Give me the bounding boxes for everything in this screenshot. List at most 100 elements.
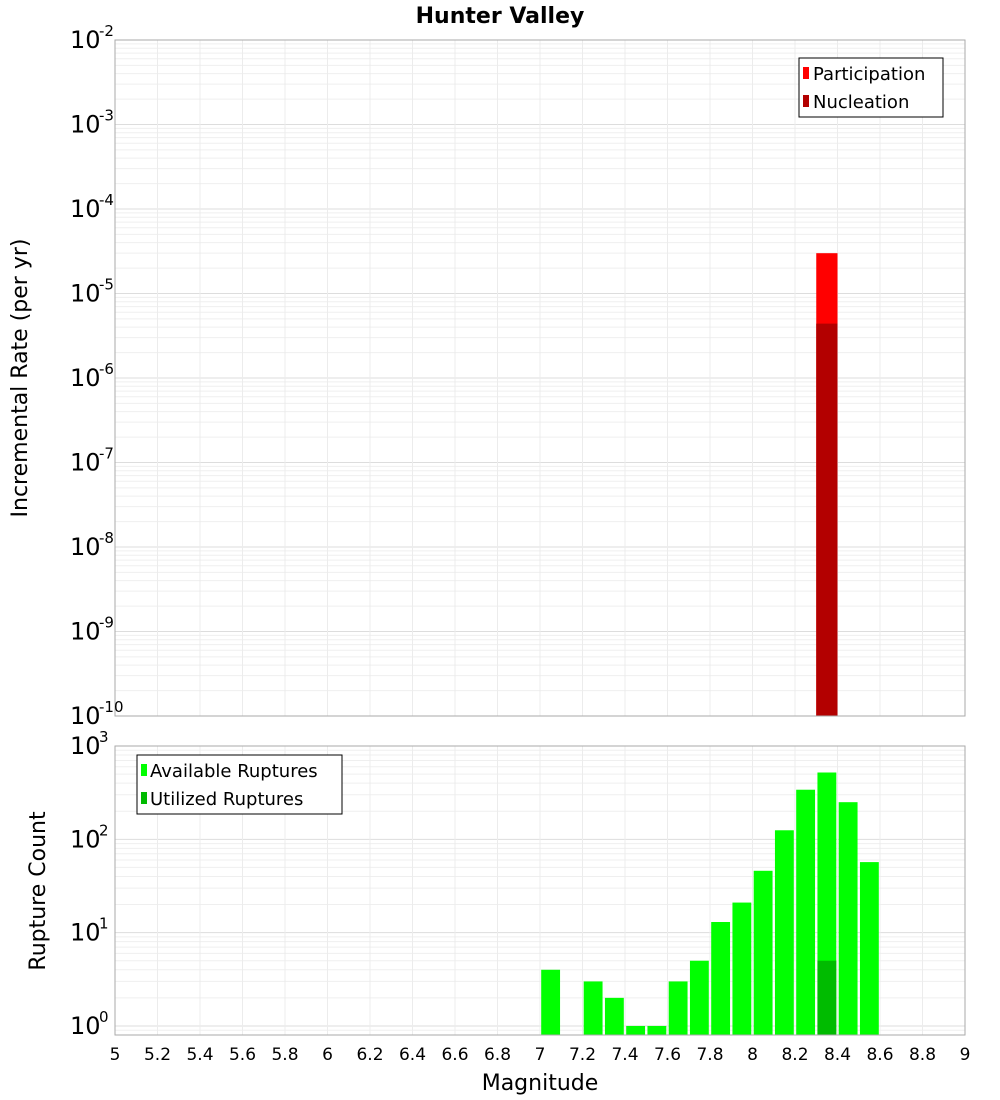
bottom-y-tick-exponent: 2 (99, 821, 109, 839)
bar-available-ruptures (732, 902, 752, 1035)
top-y-tick-exponent: -9 (99, 614, 114, 632)
bottom-y-tick-base: 10 (70, 732, 101, 760)
bar-available-ruptures (774, 830, 794, 1035)
top-y-tick-base: 10 (70, 533, 101, 561)
top-y-tick: 10-8 (70, 529, 114, 561)
top-y-tick-exponent: -10 (99, 698, 124, 716)
bar-available-ruptures (753, 870, 773, 1035)
top-legend-box (798, 57, 944, 118)
bottom-y-tick: 101 (70, 915, 109, 947)
bar-available-ruptures (541, 969, 561, 1035)
bottom-y-tick-exponent: 1 (99, 915, 109, 933)
top-y-tick-exponent: -2 (99, 22, 114, 40)
top-y-tick-base: 10 (70, 111, 101, 139)
top-y-tick: 10-9 (70, 614, 114, 646)
top-y-tick: 10-5 (70, 276, 114, 308)
top-y-tick-exponent: -7 (99, 445, 114, 463)
bar-available-ruptures (583, 981, 603, 1035)
top-y-tick-base: 10 (70, 702, 101, 730)
bar-available-ruptures (626, 1025, 646, 1035)
bar-nucleation (816, 323, 838, 716)
top-y-tick: 10-6 (70, 360, 114, 392)
bar-available-ruptures (711, 922, 731, 1035)
x-tick-label: 7 (535, 1045, 546, 1065)
legend-label-participation: Participation (813, 64, 925, 85)
bottom-y-tick: 102 (70, 821, 109, 853)
top-y-tick-base: 10 (70, 364, 101, 392)
top-legend: Participation Nucleation (798, 57, 944, 118)
bar-available-ruptures (859, 862, 879, 1035)
legend-swatch-participation (803, 67, 809, 79)
x-tick-label: 5.4 (186, 1045, 213, 1065)
top-y-tick-labels: 10-210-310-410-510-610-710-810-910-10 (70, 22, 124, 730)
top-y-tick-exponent: -8 (99, 529, 114, 547)
x-tick-label: 6 (322, 1045, 333, 1065)
x-tick-label: 8.8 (909, 1045, 936, 1065)
legend-swatch-available (141, 764, 147, 776)
top-plot-border (114, 39, 966, 717)
bottom-y-axis-label: Rupture Count (26, 811, 51, 971)
top-y-tick: 10-2 (70, 22, 114, 54)
bottom-y-tick-base: 10 (70, 825, 101, 853)
top-y-tick-exponent: -3 (99, 107, 114, 125)
top-y-tick-exponent: -5 (99, 276, 114, 294)
bar-available-ruptures (796, 789, 816, 1035)
x-tick-label: 6.2 (356, 1045, 383, 1065)
top-y-tick: 10-4 (70, 191, 114, 223)
bar-available-ruptures (668, 981, 688, 1035)
x-tick-label: 6.8 (484, 1045, 511, 1065)
x-tick-label: 9 (960, 1045, 971, 1065)
top-y-tick-base: 10 (70, 195, 101, 223)
x-tick-label: 8.4 (824, 1045, 851, 1065)
top-y-tick-base: 10 (70, 280, 101, 308)
bottom-legend-box (136, 754, 343, 815)
x-tick-label: 8.6 (866, 1045, 893, 1065)
bottom-y-tick-base: 10 (70, 919, 101, 947)
top-y-tick: 10-7 (70, 445, 114, 477)
top-y-tick-exponent: -4 (99, 191, 114, 209)
x-tick-label: 5.6 (229, 1045, 256, 1065)
x-tick-label: 7.4 (611, 1045, 638, 1065)
bottom-y-tick-exponent: 3 (99, 728, 109, 746)
x-tick-label: 8 (747, 1045, 758, 1065)
chart-title: Hunter Valley (416, 4, 585, 29)
legend-label-nucleation: Nucleation (813, 92, 909, 113)
top-y-tick: 10-3 (70, 107, 114, 139)
bottom-y-tick-exponent: 0 (99, 1008, 109, 1026)
legend-label-utilized: Utilized Ruptures (150, 789, 303, 810)
legend-swatch-nucleation (803, 95, 809, 107)
bar-available-ruptures (604, 997, 624, 1035)
top-panel: 10-210-310-410-510-610-710-810-910-10 In… (8, 22, 966, 730)
x-tick-label: 6.4 (399, 1045, 426, 1065)
bar-available-ruptures (838, 802, 858, 1035)
x-axis-label: Magnitude (482, 1071, 599, 1096)
bottom-y-tick: 103 (70, 728, 109, 760)
x-tick-label: 5 (110, 1045, 121, 1065)
top-y-tick-base: 10 (70, 618, 101, 646)
top-bars (816, 253, 838, 716)
bottom-bars (541, 772, 879, 1035)
x-tick-label: 7.2 (569, 1045, 596, 1065)
top-y-tick-base: 10 (70, 449, 101, 477)
top-y-tick-base: 10 (70, 26, 101, 54)
x-tick-label: 7.8 (696, 1045, 723, 1065)
x-tick-labels: 5 5.2 5.4 5.6 5.8 6 6.2 6.4 6.6 6.8 7 7.2 7.4 7.6 7.8 8… (110, 1045, 971, 1065)
top-y-axis-label: Incremental Rate (per yr) (8, 239, 33, 518)
x-tick-label: 7.6 (654, 1045, 681, 1065)
top-y-tick-exponent: -6 (99, 360, 114, 378)
bar-available-ruptures (689, 960, 709, 1035)
top-y-tick: 10-10 (70, 698, 124, 730)
x-tick-label: 8.2 (781, 1045, 808, 1065)
bottom-y-tick-base: 10 (70, 1012, 101, 1040)
bottom-legend: Available Ruptures Utilized Ruptures (136, 754, 343, 815)
bar-utilized-ruptures (817, 960, 837, 1035)
bottom-plot-border (114, 745, 966, 1036)
bottom-y-tick: 100 (70, 1008, 109, 1040)
x-tick-label: 6.6 (441, 1045, 468, 1065)
x-tick-label: 5.8 (271, 1045, 298, 1065)
legend-label-available: Available Ruptures (150, 761, 318, 782)
legend-swatch-utilized (141, 792, 147, 804)
